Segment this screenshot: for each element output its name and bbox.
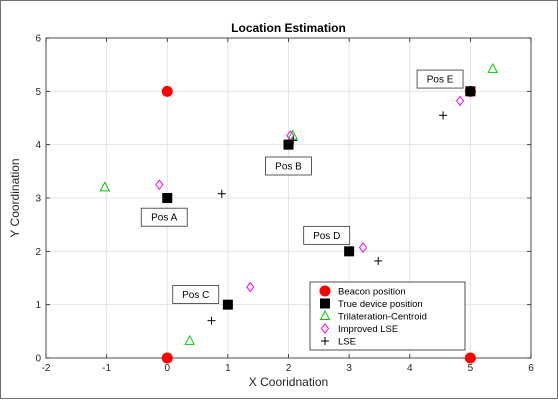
data-point — [344, 246, 355, 257]
data-point — [283, 139, 294, 150]
series-true-device-position — [162, 86, 476, 310]
data-point — [289, 136, 298, 145]
data-point — [99, 181, 111, 192]
x-tick-label: 3 — [346, 363, 352, 374]
annotation-label: Pos E — [427, 75, 454, 86]
y-axis-title: Y Coordination — [8, 158, 22, 237]
series-lse — [207, 111, 448, 325]
x-tick-label: 1 — [225, 363, 231, 374]
legend-marker — [320, 298, 330, 309]
data-point — [184, 334, 196, 345]
annotation-label: Pos B — [275, 162, 302, 173]
y-tick-label: 1 — [35, 300, 41, 311]
x-tick-label: 2 — [286, 363, 292, 374]
data-series — [99, 62, 499, 364]
annotation-label: Pos D — [313, 231, 340, 242]
data-point — [464, 352, 476, 364]
annotation-box: Pos B — [265, 156, 312, 176]
data-point — [374, 256, 383, 265]
annotation-label: Pos A — [151, 213, 177, 224]
x-tick-label: 5 — [468, 363, 474, 374]
y-tick-label: 0 — [35, 354, 41, 365]
data-point — [439, 111, 448, 120]
data-point — [487, 62, 499, 73]
axis-ticks: -2 -1 0 1 2 3 4 5 6 0 1 2 3 4 5 6 — [35, 34, 534, 375]
data-point — [455, 95, 465, 107]
annotation-label: Pos C — [182, 290, 209, 301]
data-point — [246, 281, 255, 293]
annotation-box: Pos E — [416, 69, 464, 89]
data-point — [161, 85, 173, 97]
data-point — [217, 189, 226, 198]
data-point — [465, 86, 476, 97]
legend-label: LSE — [338, 337, 356, 348]
x-tick-label: 4 — [407, 363, 413, 374]
annotation-box: Pos D — [303, 225, 351, 245]
x-tick-label: -2 — [42, 363, 51, 374]
data-point — [155, 179, 164, 190]
chart-title: Location Estimation — [231, 21, 346, 35]
annotation-border — [265, 156, 312, 176]
x-axis-title: X Cooridnation — [249, 375, 328, 389]
legend-box — [309, 281, 466, 351]
data-point — [207, 316, 216, 325]
x-tick-label: 6 — [528, 363, 534, 374]
legend-label: Beacon position — [338, 287, 406, 298]
data-point — [222, 299, 233, 310]
y-tick-label: 6 — [35, 34, 41, 45]
series-trilateration-centroid — [99, 62, 499, 345]
annotations: Pos A Pos B Pos C Pos D Pos E — [140, 69, 464, 304]
data-point — [358, 242, 368, 253]
annotation-border — [303, 225, 351, 245]
annotation-box: Pos C — [172, 285, 220, 304]
y-tick-label: 3 — [35, 194, 41, 205]
y-tick-label: 2 — [35, 247, 41, 258]
legend-label: True device position — [338, 299, 423, 310]
y-tick-label: 4 — [35, 140, 41, 151]
x-tick-label: -1 — [102, 363, 111, 374]
legend-marker — [320, 323, 330, 334]
legend-label: Improved LSE — [338, 324, 398, 335]
data-point — [161, 352, 173, 364]
annotation-border — [172, 285, 220, 304]
annotation-box: Pos A — [140, 207, 188, 227]
annotation-border — [416, 69, 464, 89]
data-point — [287, 129, 299, 140]
annotation-border — [140, 207, 188, 227]
legend-marker — [321, 337, 329, 345]
legend-label: Trilateration-Centroid — [338, 312, 427, 323]
legend-marker — [319, 285, 331, 297]
x-tick-label: 0 — [164, 363, 170, 374]
legend-marker — [319, 309, 331, 320]
data-point — [162, 193, 173, 203]
y-tick-label: 5 — [35, 87, 41, 98]
